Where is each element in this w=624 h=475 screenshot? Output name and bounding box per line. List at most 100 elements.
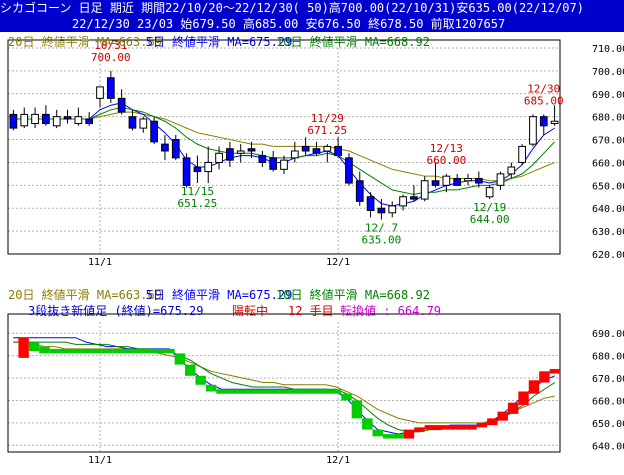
candle-body: [193, 166, 202, 173]
y-tick-label: 670.00: [592, 136, 624, 147]
legend-entry: 10日 終値平滑 MA=668.92: [276, 287, 430, 302]
candle-body: [20, 113, 29, 127]
legend-entry: 5日 終値平滑 MA=675.29: [146, 34, 293, 49]
status-count: 12 手目: [288, 304, 334, 318]
candle-body: [485, 187, 494, 198]
y-tick-label: 630.00: [592, 227, 624, 238]
candle-body: [74, 116, 83, 125]
price-annotation: 12/30: [527, 82, 560, 95]
candle-body: [269, 157, 278, 170]
candle-body: [42, 113, 50, 125]
x-tick-label: 12/1: [326, 257, 350, 268]
price-annotation: 635.00: [362, 234, 402, 247]
candle-body: [377, 207, 386, 214]
candle-body: [453, 177, 462, 186]
price-brick: [403, 429, 415, 439]
price-brick: [320, 389, 331, 394]
price-brick: [205, 384, 217, 392]
price-annotation: 660.00: [426, 154, 466, 167]
status-label: 3段抜き新値足 (終値)=675.29: [28, 303, 203, 318]
legend-entry: 5日 終値平滑 MA=675.29: [146, 287, 293, 302]
candle-body: [31, 113, 39, 125]
candle-body: [9, 113, 18, 129]
y-tick-label: 680.00: [592, 352, 624, 363]
price-annotation: 11/15: [181, 185, 214, 198]
candle-body: [355, 180, 364, 202]
price-brick: [195, 375, 206, 385]
candle-body: [236, 150, 245, 154]
candle-body: [388, 205, 397, 214]
price-annotation: 700.00: [91, 51, 131, 64]
price-brick: [257, 389, 269, 394]
price-brick: [414, 427, 425, 432]
ma-line: [13, 102, 555, 207]
price-brick: [91, 348, 102, 354]
candle-body: [139, 118, 148, 129]
candlestick-chart: 620.00 630.00 640.00 650.00 660.00 670.00 680.…: [7, 39, 624, 268]
candle-body: [334, 145, 342, 157]
price-brick: [237, 389, 248, 394]
price-annotation: 671.25: [307, 124, 347, 137]
candle-body: [420, 180, 429, 200]
y-tick-label: 640.00: [592, 441, 624, 452]
x-tick-label: 11/1: [88, 257, 112, 268]
legend-entry: 20日 終値平滑 MA=663.69: [8, 287, 162, 302]
price-brick: [341, 393, 352, 401]
price-brick: [70, 348, 81, 354]
y-tick-label: 690.00: [592, 90, 624, 101]
price-brick: [393, 434, 404, 439]
y-tick-label: 650.00: [592, 181, 624, 192]
candle-body: [442, 175, 451, 186]
candle-body: [345, 157, 353, 184]
price-brick: [39, 346, 50, 354]
candle-body: [474, 177, 483, 184]
candle-body: [247, 148, 256, 152]
price-brick: [101, 348, 113, 354]
new-price-chart: 640.00 650.00 660.00 670.00 680.00 690.00 11/1…: [7, 313, 624, 466]
price-brick: [226, 389, 238, 394]
price-brick: [382, 434, 394, 439]
price-brick: [153, 348, 165, 354]
price-brick: [435, 425, 446, 430]
price-brick: [49, 348, 61, 354]
price-brick: [455, 425, 467, 430]
plot-frame: [7, 313, 561, 453]
price-brick: [487, 418, 498, 426]
candle-body: [63, 116, 72, 120]
candle-body: [290, 150, 299, 159]
chart-header-line2: 22/12/30 23/03 始679.50 高685.00 安676.50 終…: [0, 16, 624, 32]
price-annotation: 644.00: [470, 213, 510, 226]
candle-body: [150, 120, 158, 143]
candle-body: [431, 180, 440, 186]
candle-body: [226, 148, 234, 161]
price-brick: [372, 429, 383, 437]
candle-body: [182, 157, 191, 186]
ma-line: [13, 341, 555, 424]
price-brick: [143, 348, 154, 354]
price-brick: [80, 348, 92, 354]
legend-entry: 10日 終値平滑 MA=668.92: [276, 34, 430, 49]
candle-body: [529, 116, 537, 145]
candle-body: [215, 152, 223, 163]
candle-body: [507, 166, 516, 175]
price-brick: [28, 342, 40, 352]
y-tick-label: 660.00: [592, 396, 624, 407]
price-brick: [247, 389, 258, 394]
price-brick: [112, 348, 123, 354]
price-annotation: 651.25: [178, 197, 218, 210]
candle-body: [204, 161, 213, 173]
price-brick: [351, 400, 363, 419]
legend-entry: 20日 終値平滑 MA=663.69: [8, 34, 162, 49]
price-brick: [549, 369, 560, 374]
y-tick-label: 640.00: [592, 204, 624, 215]
y-tick-label: 700.00: [592, 67, 624, 78]
y-tick-label: 620.00: [592, 250, 624, 261]
price-brick: [60, 348, 71, 354]
price-brick: [507, 402, 519, 414]
candle-body: [52, 116, 61, 127]
y-tick-label: 680.00: [592, 113, 624, 124]
candle-body: [312, 148, 321, 154]
price-brick: [122, 348, 133, 354]
